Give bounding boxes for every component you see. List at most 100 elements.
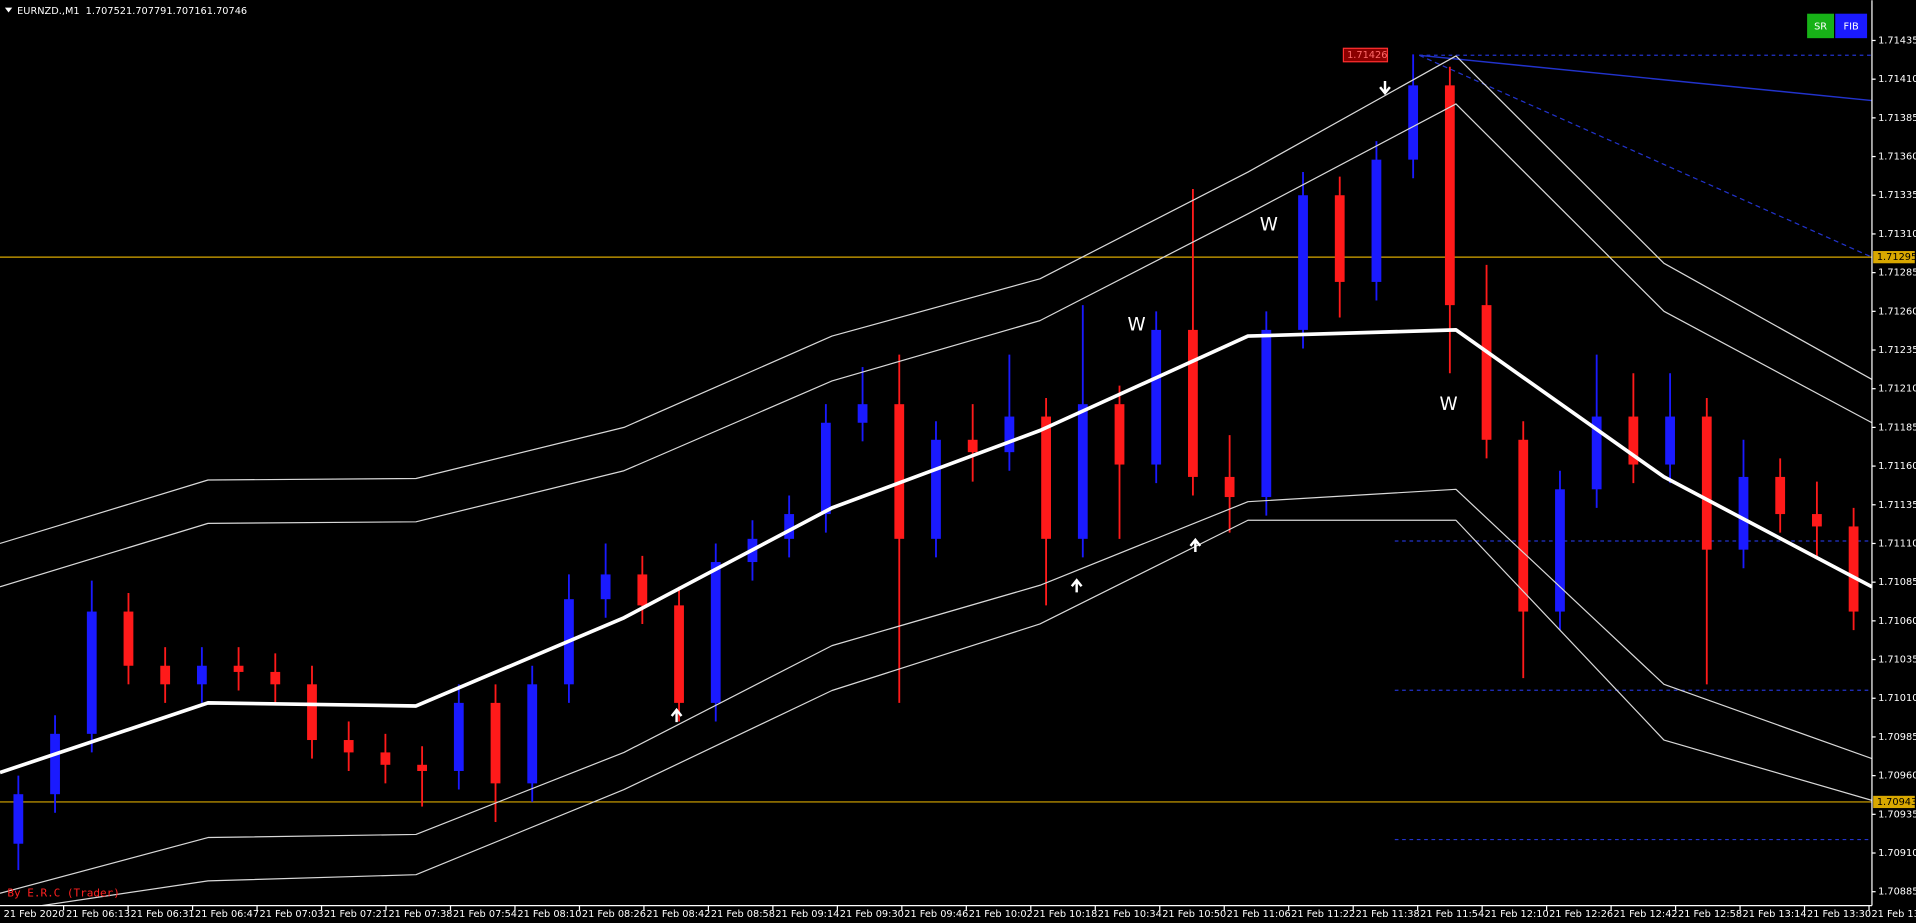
annotation: W [1128,315,1146,336]
x-tick-label: 21 Feb 09:46 [904,909,968,920]
x-tick-label: 21 Feb 07:54 [453,909,517,920]
candle-body [1738,476,1749,550]
candle-body [1555,489,1565,612]
envelope-band [0,488,1872,894]
trend-line [1419,54,1872,258]
x-tick-label: 21 Feb 13:46 [1871,909,1916,920]
quote-open: 1.70752 [86,6,126,17]
x-tick-label: 21 Feb 12:10 [1485,909,1549,920]
y-tick-label: 1.71260 [1878,306,1916,317]
y-tick-label: 1.71060 [1878,616,1916,627]
candle-body [307,684,317,741]
header: EURNZD.,M1 1.70752 1.70779 1.70716 1.707… [4,6,247,17]
buy-arrow [1070,578,1083,593]
candle-body [967,439,978,453]
candle-body [1114,404,1125,465]
candle-body [50,733,60,795]
x-tick-label: 21 Feb 08:58 [711,909,775,920]
x-tick-label: 21 Feb 09:30 [840,909,904,920]
candle-body [527,684,538,784]
y-tick-label: 1.71210 [1878,384,1916,395]
candle-body [784,514,795,539]
candle-body [1591,416,1602,490]
quote-low: 1.70716 [166,6,206,17]
x-tick-label: 21 Feb 10:50 [1162,909,1226,920]
peak-label-bg [1342,47,1389,63]
button-bg[interactable] [1807,13,1835,39]
x-tick-label: 21 Feb 07:03 [260,909,324,920]
y-tick-label: 1.71185 [1878,422,1916,433]
y-tick-label: 1.71310 [1878,229,1916,240]
y-tick-label: 1.71135 [1878,500,1916,511]
candle-body [123,611,134,666]
button-bg[interactable] [1835,13,1868,39]
horizontal-lines: 1.71295 1.70943 [0,251,1916,809]
candle-body [1004,416,1015,453]
envelope-band [0,103,1872,588]
y-tick-label: 1.71160 [1878,461,1916,472]
candle-body [1444,85,1455,306]
y-tick-label: 1.71110 [1878,538,1916,549]
x-tick-label: 21 Feb 11:06 [1227,909,1291,920]
price-label: 1.71295 [1877,252,1916,263]
candle-body [1518,439,1529,612]
candle-body [86,611,97,734]
candle-body [1224,476,1235,498]
peak-label: 1.71426 [1347,50,1387,61]
candle-body [710,562,721,703]
x-tick-label: 21 Feb 09:14 [775,909,839,920]
candle-body [160,665,171,685]
candle-body [820,422,831,515]
y-tick-label: 1.71360 [1878,152,1916,163]
y-tick-label: 1.71235 [1878,345,1916,356]
candle-body [894,404,905,539]
candle-body [600,574,611,600]
candle-body [1188,329,1198,477]
x-tick-label: 21 Feb 11:22 [1291,909,1355,920]
button-label[interactable]: FIB [1844,22,1859,33]
x-tick-label: 21 Feb 08:10 [517,909,581,920]
y-tick-label: 1.71035 [1878,655,1916,666]
candle-body [1775,476,1786,515]
y-tick-label: 1.71335 [1878,190,1916,201]
x-tick-label: 21 Feb 07:21 [324,909,388,920]
y-tick-label: 1.71385 [1878,113,1916,124]
candle-body [343,740,354,753]
y-tick-label: 1.70935 [1878,809,1916,820]
quote-high: 1.70779 [126,6,166,17]
quote-close: 1.70746 [207,6,247,17]
fib-button[interactable]: FIB [1835,13,1868,39]
x-tick-label: 21 Feb 06:47 [195,909,259,920]
x-tick-label: 21 Feb 12:26 [1549,909,1613,920]
candles [13,54,1859,871]
x-tick-label: 21 Feb 10:02 [969,909,1033,920]
y-tick-label: 1.71410 [1878,74,1916,85]
y-tick-label: 1.70910 [1878,848,1916,859]
footer-credit: By E.R.C (Trader) [7,886,120,899]
candle-body [1041,416,1051,539]
button-label[interactable]: SR [1814,22,1827,33]
candle-body [857,404,868,423]
annotation: W [1440,394,1458,415]
trend-line [1419,54,1872,102]
sr-button[interactable]: SR [1807,13,1835,39]
annotation: W [1260,214,1278,235]
menu-triangle [4,7,13,13]
candle-body [1334,195,1345,282]
candle-body [1665,416,1675,465]
candle-body [674,605,684,703]
candle-body [1261,329,1272,498]
candle-body [196,665,207,685]
price-label-bg [1873,795,1915,809]
candle-body [490,702,501,784]
fib-drawing [1394,54,1872,841]
candle-body [1371,159,1382,282]
moving-average [0,328,1872,775]
x-tick-label: 21 Feb 13:30 [1807,909,1871,920]
candle-body [637,574,648,606]
buy-arrow [1189,537,1202,553]
candle-body [1812,514,1822,527]
